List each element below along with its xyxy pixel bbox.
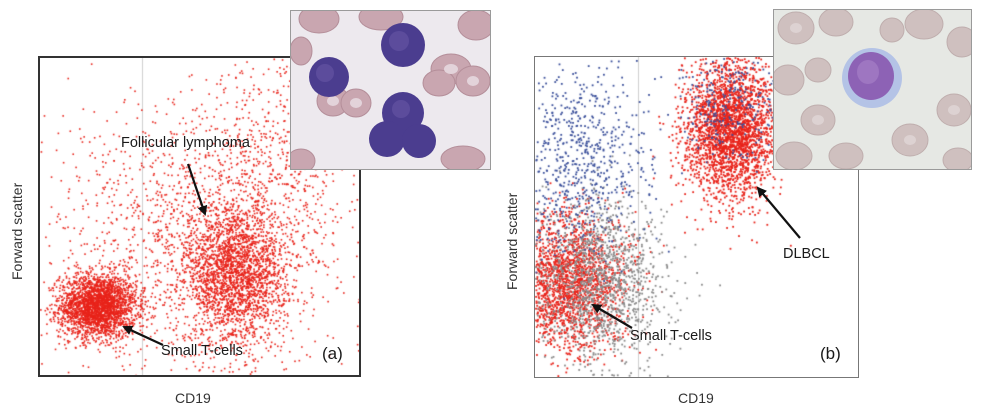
x-axis-label-a: CD19 xyxy=(175,390,211,406)
panel-label-a: (a) xyxy=(322,344,343,363)
blood-smear-image-a xyxy=(291,11,490,169)
panel-label-b: (b) xyxy=(820,344,841,363)
annotation-small-t-cells-b: Small T-cells xyxy=(630,328,712,344)
plot-area-b xyxy=(534,56,859,378)
annotation-dlbcl: DLBCL xyxy=(783,246,830,262)
annotation-follicular-lymphoma: Follicular lymphoma xyxy=(121,135,250,151)
x-axis-label-b: CD19 xyxy=(678,390,714,406)
blood-smear-image-b xyxy=(774,10,971,169)
y-axis-label-b: Forward scatter xyxy=(504,192,520,290)
micrograph-inset-a xyxy=(290,10,491,170)
micrograph-inset-b xyxy=(773,9,972,170)
y-axis-label-a: Forward scatter xyxy=(9,182,25,280)
annotation-small-t-cells-a: Small T-cells xyxy=(161,343,243,359)
